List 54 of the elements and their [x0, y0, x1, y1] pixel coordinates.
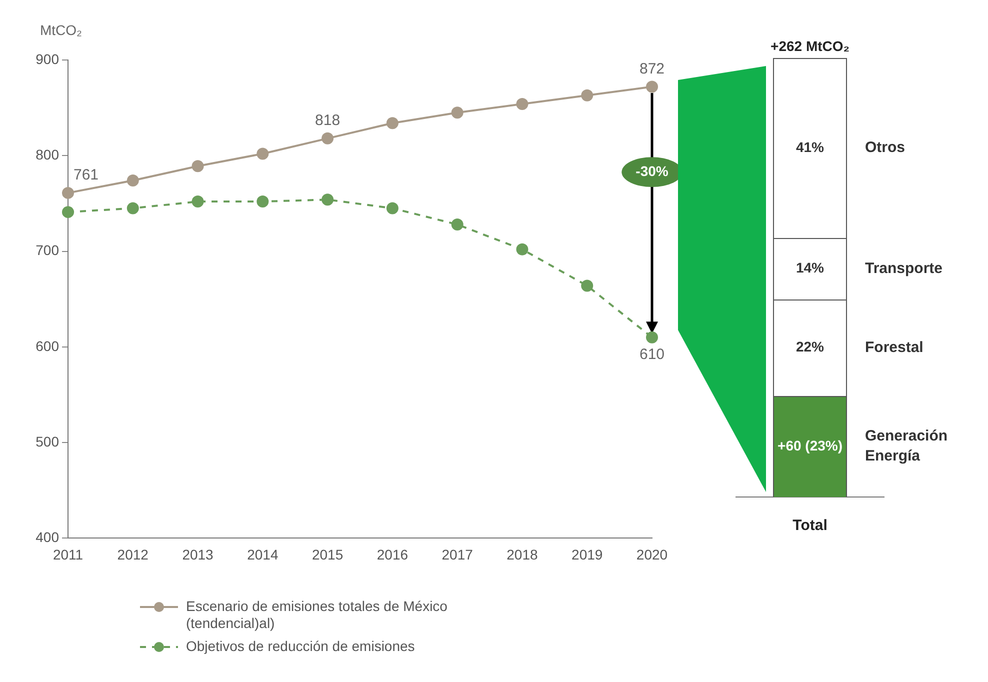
y-tick-label: 900: [36, 50, 60, 67]
data-label: 22%: [796, 338, 825, 355]
series-label: Otros: [865, 139, 906, 156]
y-tick-label: 500: [36, 433, 60, 450]
point: [581, 280, 594, 292]
point: [62, 186, 74, 199]
x-tick-label: 2019: [572, 546, 603, 562]
y-tick-label: 700: [36, 242, 60, 258]
data-label: +60 (23%): [778, 437, 842, 454]
data-label: 610: [639, 346, 665, 363]
data-label: 761: [73, 166, 99, 184]
legend-label: Escenario de emisiones totales de México (tendencial)al): [186, 598, 448, 632]
annotation: -30%: [636, 162, 669, 179]
point: [581, 89, 594, 102]
data-label: 818: [315, 112, 340, 130]
data-label: 14%: [796, 260, 825, 276]
x-tick-label: 2015: [312, 546, 344, 562]
legend-label: Objetivos de reducción de emisiones: [186, 638, 415, 655]
point: [192, 160, 204, 172]
x-tick-label: 2014: [247, 546, 278, 562]
x-tick-label: 2018: [506, 546, 538, 562]
point: [256, 196, 269, 208]
point: [322, 194, 334, 206]
x-tick-label: 2013: [182, 546, 214, 562]
point: [62, 206, 74, 218]
data-label: 872: [639, 60, 665, 78]
y-tick-label: 400: [36, 529, 60, 546]
y-tick-label: 800: [36, 146, 60, 162]
series-label: Forestal: [865, 338, 924, 356]
x-tick-label: 2016: [376, 546, 408, 562]
series-label: Generación Energía: [865, 428, 948, 465]
x-tick-label: 2011: [52, 546, 84, 562]
x-tick-label: 2012: [117, 546, 149, 562]
point: [126, 174, 139, 187]
y-axis-title: MtCO₂: [40, 22, 82, 38]
point: [386, 117, 398, 130]
y-tick-label: 600: [36, 338, 60, 354]
data-label: 41%: [796, 138, 825, 155]
chart-title: +262 MtCO₂: [770, 38, 850, 54]
point: [386, 202, 398, 214]
point: [646, 80, 658, 93]
point: [192, 196, 204, 208]
x-tick-label: 2020: [636, 546, 668, 562]
point: [322, 132, 334, 144]
point: [451, 106, 464, 119]
point: [126, 202, 139, 214]
point: [516, 243, 528, 256]
point: [451, 218, 464, 230]
point: [256, 148, 269, 160]
series-label: Transporte: [865, 260, 943, 277]
point: [646, 331, 658, 344]
x-tick-label: Total: [792, 517, 828, 534]
point: [516, 98, 528, 110]
x-tick-label: 2017: [442, 546, 474, 562]
